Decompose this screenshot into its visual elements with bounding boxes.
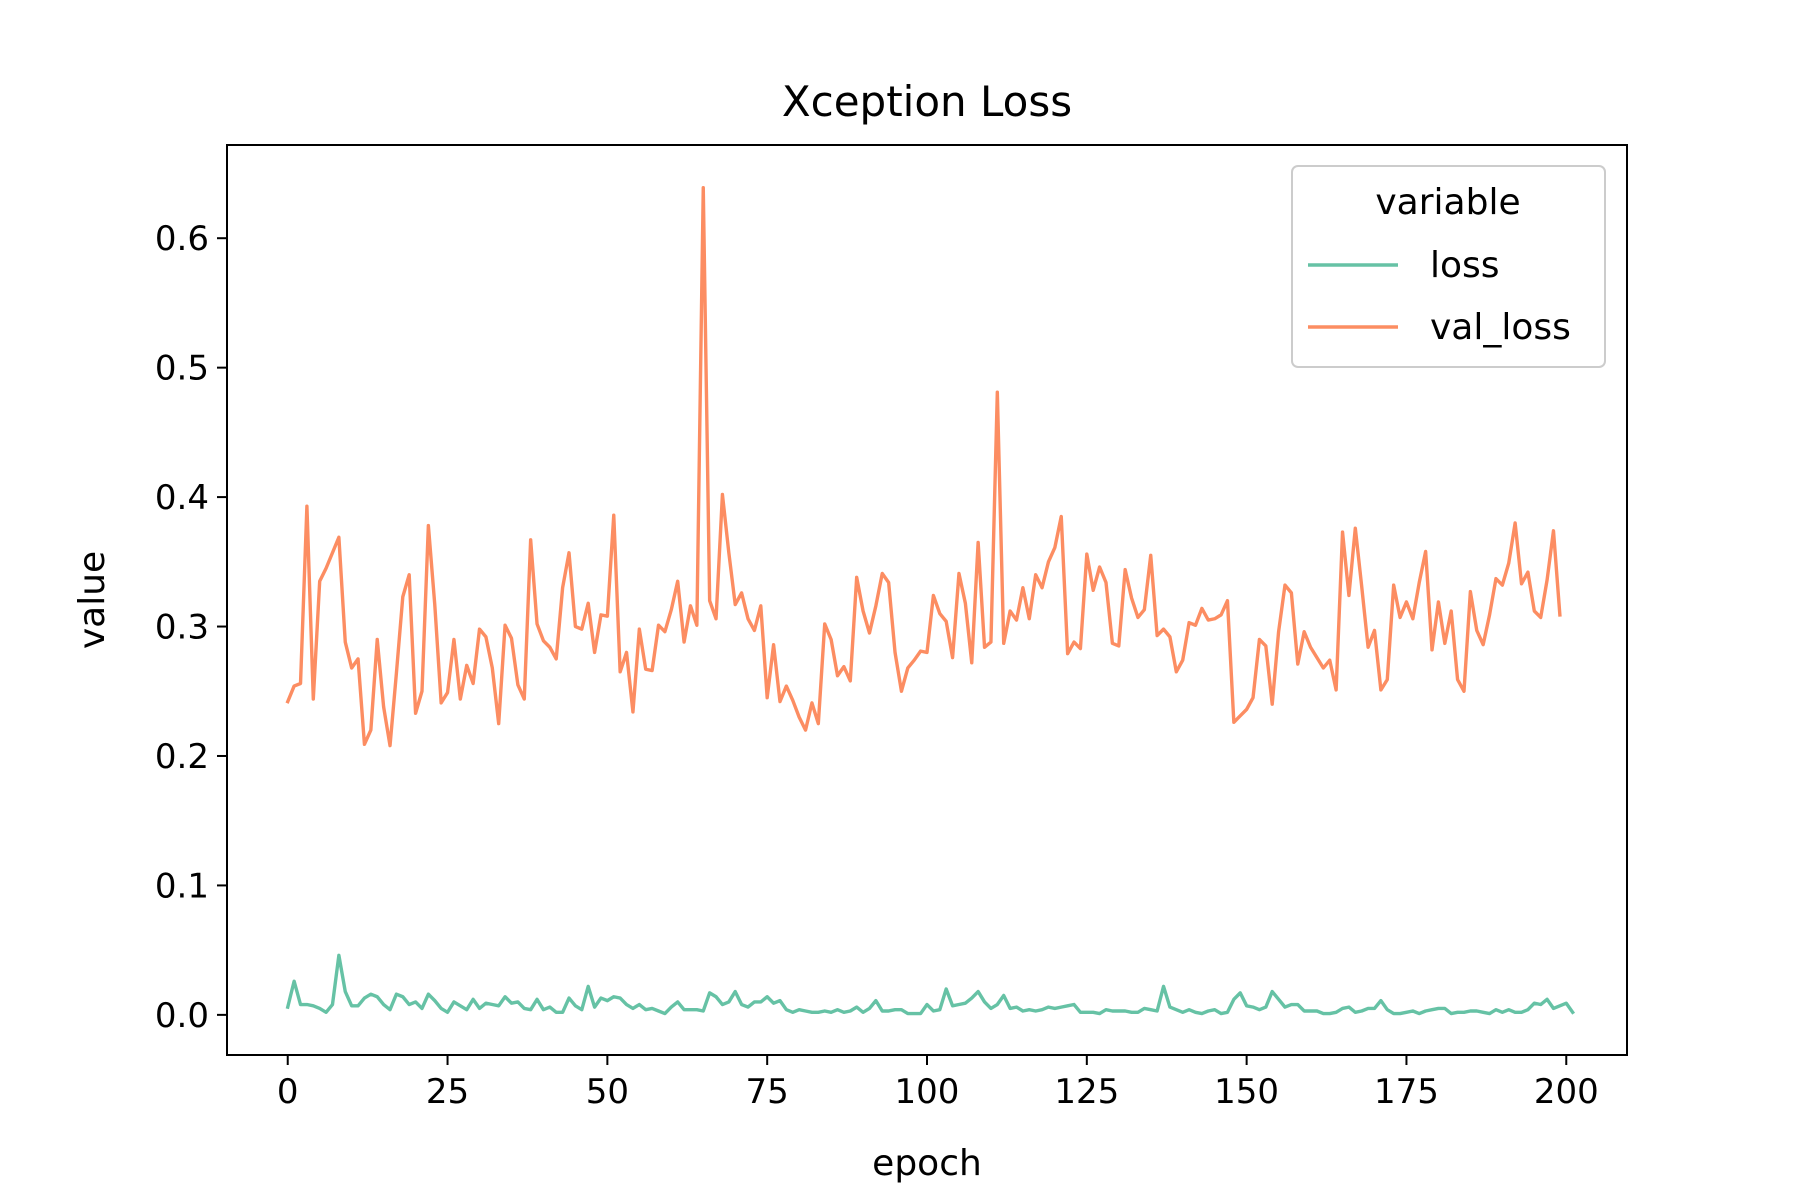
x-tick-label: 50: [586, 1072, 629, 1112]
series-line-loss: [285, 953, 1576, 1016]
plot-area: 0 25 50 75 100 125 150 175 200 0.0 0.1 0.2 0.3 0.4 0.5…: [155, 144, 1628, 1112]
x-tick-label: 125: [1054, 1072, 1119, 1112]
x-tick-label: 25: [426, 1072, 469, 1112]
y-tick-label: 0.6: [155, 219, 209, 259]
x-tick-label: 75: [746, 1072, 789, 1112]
y-tick-label: 0.4: [155, 478, 209, 518]
x-tick-label: 150: [1214, 1072, 1279, 1112]
legend-box: [1291, 165, 1606, 368]
series-line-val-loss: [285, 186, 1562, 748]
y-tick-label: 0.5: [155, 349, 209, 389]
legend-label-loss: loss: [1430, 245, 1500, 286]
y-tick-label: 0.3: [155, 608, 209, 648]
y-tick-label: 0.1: [155, 866, 209, 906]
x-tick-label: 200: [1534, 1072, 1599, 1112]
chart-title: Xception Loss: [782, 77, 1072, 126]
legend-title: variable: [1375, 182, 1520, 223]
y-tick-label: 0.0: [155, 996, 209, 1036]
x-tick-label: 100: [895, 1072, 960, 1112]
legend: variable loss val_loss: [1291, 165, 1606, 368]
x-tick-label: 0: [277, 1072, 299, 1112]
x-tick-label: 175: [1374, 1072, 1439, 1112]
legend-label-val-loss: val_loss: [1430, 307, 1571, 348]
y-axis-label: value: [72, 551, 113, 649]
y-tick-label: 0.2: [155, 737, 209, 777]
x-axis-label: epoch: [872, 1143, 982, 1184]
